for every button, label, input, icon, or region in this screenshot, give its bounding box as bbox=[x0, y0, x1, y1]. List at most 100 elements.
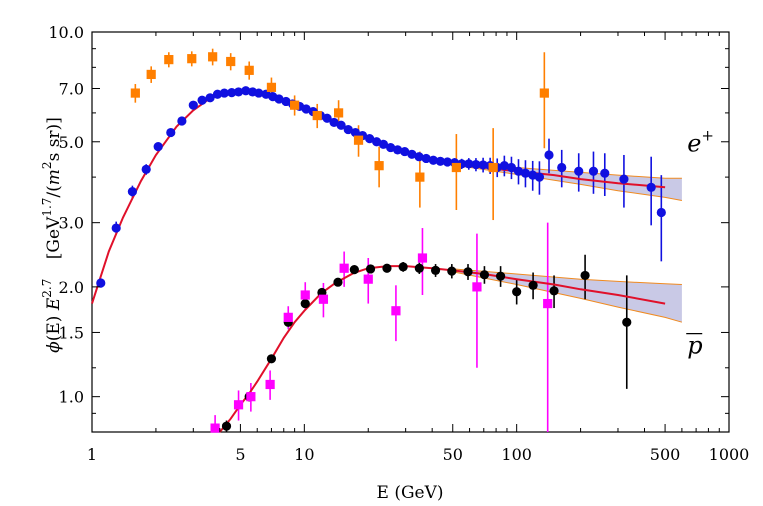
positron-circles-point-63 bbox=[646, 182, 656, 192]
antiproton-squares-point-11 bbox=[472, 282, 482, 292]
positron-circles-point-2 bbox=[127, 187, 138, 197]
positron-circles-point-0 bbox=[96, 278, 106, 288]
tick-labels: 1 5 10 50 100 500 1000 1.0 1.5 2.0 3.0 5.0 7.0 10.0 bbox=[48, 23, 749, 464]
positron-circles-point-11 bbox=[219, 88, 229, 98]
antiproton-circles-point-4 bbox=[300, 298, 310, 309]
positron-circles-point-38 bbox=[407, 149, 417, 159]
positron-circles-point-1 bbox=[111, 223, 121, 233]
positron-squares-point-7 bbox=[266, 82, 277, 92]
positron-band-lower-edge bbox=[452, 164, 682, 201]
positron-circles-point-6 bbox=[177, 116, 187, 126]
positron-circles-point-62 bbox=[619, 174, 629, 184]
positron-circles-point-10 bbox=[212, 89, 223, 99]
antiproton-circles-point-0 bbox=[221, 421, 232, 431]
positron-circles-point-13 bbox=[233, 87, 244, 97]
antiproton-circles-point-12 bbox=[430, 265, 441, 275]
annotation-e-plus-base: e bbox=[687, 129, 701, 157]
y-tick-label-6: 10.0 bbox=[48, 23, 84, 42]
ylabel-phi-arg: (E) bbox=[44, 316, 64, 342]
positron-squares-point-6 bbox=[244, 65, 254, 75]
annotations: e+ p bbox=[686, 126, 714, 360]
ylabel-E: E bbox=[44, 297, 64, 311]
annotation-e-plus-sup: + bbox=[701, 126, 714, 144]
x-tick-label-2: 10 bbox=[294, 445, 314, 464]
antiproton-circles-point-19 bbox=[549, 286, 559, 296]
antiproton-circles-point-8 bbox=[365, 264, 376, 274]
antiproton-squares-point-12 bbox=[543, 298, 553, 309]
ylabel-unit-exp: 1.7 bbox=[40, 198, 54, 217]
x-tick-label-0: 1 bbox=[87, 445, 97, 464]
ylabel-E-exp: 2.7 bbox=[40, 279, 54, 298]
positron-circles-point-61 bbox=[600, 168, 610, 178]
ylabel-m-exp: 2 bbox=[40, 161, 54, 169]
data-markers bbox=[96, 52, 666, 433]
antiproton-circles-point-7 bbox=[349, 265, 359, 275]
positron-squares-point-3 bbox=[187, 54, 197, 64]
antiproton-squares-point-3 bbox=[265, 379, 275, 390]
positron-circles-point-12 bbox=[227, 88, 237, 98]
positron-circles-point-37 bbox=[400, 146, 410, 157]
antiproton-squares-point-10 bbox=[417, 253, 428, 263]
positron-circles-point-16 bbox=[254, 88, 264, 98]
positron-circles-point-53 bbox=[513, 166, 524, 176]
axis-ticks bbox=[91, 31, 730, 433]
ylabel-unit-open: [GeV bbox=[44, 216, 64, 259]
positron-squares-point-8 bbox=[290, 100, 300, 110]
positron-circles-point-46 bbox=[464, 159, 474, 169]
antiproton-circles-point-2 bbox=[266, 354, 277, 364]
antiproton-squares-point-2 bbox=[246, 392, 256, 402]
positron-circles-point-34 bbox=[378, 139, 389, 149]
positron-circles-point-29 bbox=[343, 124, 353, 135]
positron-squares-point-1 bbox=[146, 69, 156, 80]
positron-squares-point-13 bbox=[415, 172, 425, 182]
antiproton-circles-point-16 bbox=[495, 271, 506, 281]
plot-frame bbox=[91, 31, 730, 433]
antiproton-circles-point-14 bbox=[463, 267, 473, 277]
positron-circles-point-28 bbox=[336, 120, 346, 130]
ylabel-unit-slash: /( bbox=[44, 185, 64, 197]
positron-squares-point-0 bbox=[130, 88, 140, 98]
error-bars bbox=[99, 48, 663, 432]
positron-circles-point-23 bbox=[301, 104, 311, 114]
x-tick-label-1: 5 bbox=[235, 445, 245, 464]
positron-circles-point-26 bbox=[322, 113, 332, 123]
y-tick-label-3: 3.0 bbox=[59, 214, 84, 233]
ylabel-phi: ϕ bbox=[44, 341, 64, 353]
antiproton-band-upper-edge bbox=[452, 268, 682, 285]
antiproton-squares-point-0 bbox=[210, 423, 220, 433]
positron-squares-point-14 bbox=[451, 162, 461, 173]
y-axis-title: ϕ(E) E2.7 [GeV1.7/(m2s sr)] bbox=[40, 117, 64, 353]
antiproton-squares-point-7 bbox=[339, 263, 349, 273]
positron-circles-point-59 bbox=[574, 166, 584, 176]
y-tick-label-2: 2.0 bbox=[59, 278, 84, 297]
positron-squares-point-5 bbox=[226, 56, 236, 67]
antiproton-squares-point-5 bbox=[300, 290, 310, 300]
positron-circles-point-40 bbox=[421, 153, 431, 164]
antiproton-circles-point-18 bbox=[528, 280, 538, 290]
antiproton-circles-point-11 bbox=[414, 263, 424, 273]
antiproton-squares-point-6 bbox=[318, 294, 329, 304]
antiproton-band-lower-edge bbox=[452, 271, 683, 323]
positron-circles-point-36 bbox=[393, 145, 403, 155]
positron-squares-point-15 bbox=[488, 162, 498, 173]
y-tick-label-1: 1.5 bbox=[59, 323, 84, 342]
positron-squares-point-10 bbox=[333, 108, 344, 118]
positron-circles-point-4 bbox=[153, 141, 163, 152]
positron-circles-point-39 bbox=[414, 152, 424, 162]
positron-circles-point-9 bbox=[205, 93, 215, 103]
positron-circles-point-52 bbox=[506, 162, 517, 173]
y-tick-label-5: 7.0 bbox=[59, 79, 84, 98]
positron-circles-point-7 bbox=[188, 100, 198, 110]
annotation-p-bar: p bbox=[687, 332, 702, 360]
antiproton-circles-point-13 bbox=[447, 266, 457, 276]
positron-circles-point-3 bbox=[141, 164, 151, 174]
antiproton-squares-point-1 bbox=[233, 400, 244, 410]
positron-circles-point-47 bbox=[471, 159, 481, 170]
positron-squares-point-4 bbox=[208, 52, 218, 62]
positron-squares-point-9 bbox=[312, 110, 322, 121]
ylabel-unit-close: s sr)] bbox=[44, 117, 64, 161]
positron-squares-point-11 bbox=[353, 135, 364, 145]
x-tick-label-3: 50 bbox=[443, 445, 463, 464]
positron-circles-point-58 bbox=[557, 162, 567, 173]
